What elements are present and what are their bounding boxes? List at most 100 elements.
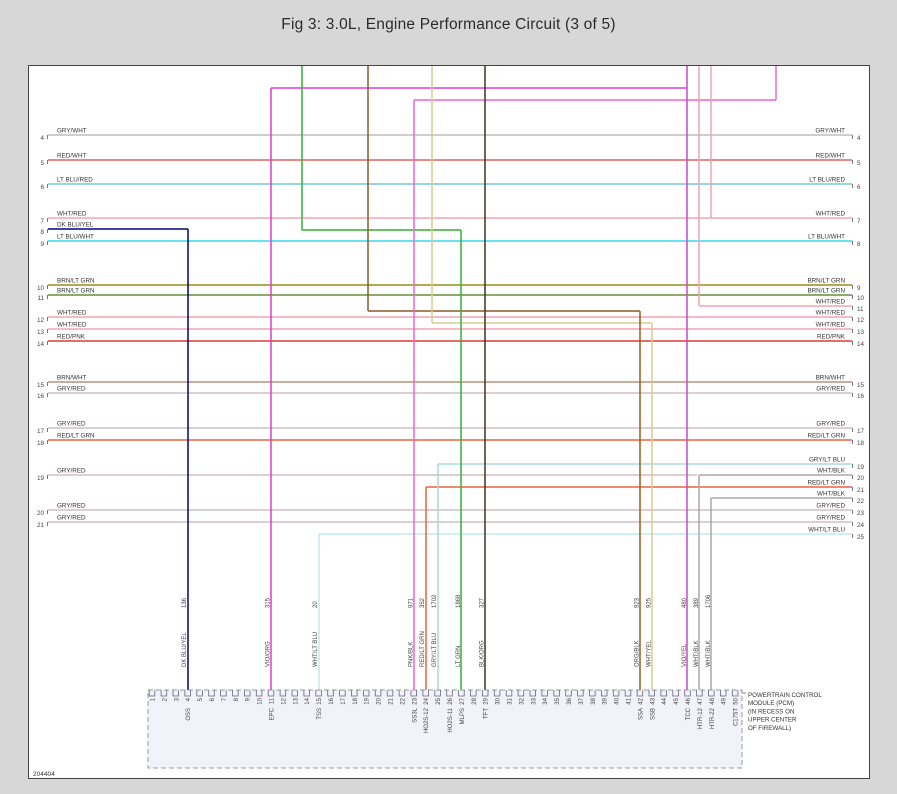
- right-pin-number: 7: [857, 218, 861, 225]
- connector-pin-number: 1: [151, 697, 157, 701]
- right-pin-number: 12: [857, 317, 865, 324]
- connector-pin-number: 12: [281, 697, 287, 704]
- connector-pin-function: OSS: [186, 708, 192, 721]
- wire-color-label: GRY/LT BLU: [809, 457, 845, 464]
- wire-color-label: RED/WHT: [816, 153, 846, 160]
- connector-pin-number: 42: [638, 697, 644, 704]
- connector-pin: [470, 690, 477, 697]
- wire-color-label: GRY/WHT: [815, 128, 845, 135]
- connector-pin: [446, 690, 453, 697]
- right-pin-number: 23: [857, 510, 865, 517]
- wire-color-label: WHT/BLK: [817, 491, 846, 498]
- connector-pin-function: SSA: [638, 708, 644, 720]
- wire-color-label: WHT/RED: [816, 211, 846, 218]
- connector-pin-number: 16: [329, 697, 335, 704]
- wire-color-label: BRN/LT GRN: [807, 288, 845, 295]
- wire-color-label: GRY/RED: [816, 421, 845, 428]
- connector-pin-function: TSS: [317, 708, 323, 720]
- right-pin-number: 20: [857, 475, 865, 482]
- connector-pin-number: 3: [174, 697, 180, 701]
- circuit-color-label: WHT/BLK: [694, 640, 700, 667]
- left-pin-number: 16: [37, 393, 45, 400]
- connector-pin-number: 49: [722, 697, 728, 704]
- connector-pin: [684, 690, 691, 697]
- connector-pin-number: 48: [710, 697, 716, 704]
- connector-pin-number: 2: [162, 697, 168, 701]
- left-pin-number: 13: [37, 329, 45, 336]
- wire-color-label: BRN/LT GRN: [807, 278, 845, 285]
- connector-pin: [517, 690, 525, 697]
- connector-pin: [255, 690, 263, 697]
- circuit-number: 136: [182, 597, 188, 608]
- connector-pin-function: TCC: [686, 707, 692, 720]
- left-pin-number: 6: [40, 184, 44, 191]
- left-pin-number: 9: [40, 241, 44, 248]
- wire-color-label: WHT/LT BLU: [808, 527, 845, 534]
- circuit-color-label: LT GRN: [456, 646, 462, 667]
- circuit-color-label: WHT/YEL: [646, 640, 652, 667]
- connector-pin-function: SSB: [650, 708, 656, 720]
- connector-pin-number: 44: [662, 697, 668, 704]
- connector-pin: [434, 690, 441, 697]
- connector-pin-number: 27: [460, 697, 466, 704]
- connector-pin-number: 30: [496, 697, 502, 704]
- right-pin-number: 25: [857, 534, 865, 541]
- wire-color-label: LT BLU/RED: [57, 177, 93, 184]
- circuit-number: 923: [634, 597, 640, 608]
- connector-pin-number: 15: [317, 697, 323, 704]
- connector-pin-number: 50: [734, 697, 740, 704]
- connector-pin-number: 11: [270, 697, 276, 704]
- connector-pin: [160, 690, 168, 697]
- left-pin-number: 20: [37, 510, 45, 517]
- connector-pin-number: 13: [293, 697, 299, 704]
- circuit-number: 1868: [456, 594, 462, 608]
- connector-pin-number: 4: [186, 697, 192, 701]
- wire-color-label: RED/WHT: [57, 153, 87, 160]
- connector-pin-function: EPC: [270, 707, 276, 720]
- connector-pin: [577, 690, 584, 697]
- connector-pin: [696, 690, 703, 697]
- connector-pin: [232, 690, 239, 697]
- connector-pin: [315, 690, 322, 697]
- left-pin-number: 11: [37, 295, 44, 302]
- figure-title: Fig 3: 3.0L, Engine Performance Circuit …: [281, 16, 616, 33]
- figure-code: 204404: [33, 771, 55, 778]
- wire-color-label: WHT/RED: [816, 299, 846, 306]
- connector-pin-number: 26: [448, 697, 454, 704]
- wire-color-label: GRY/RED: [57, 503, 86, 510]
- connector-pin-number: 47: [698, 697, 704, 704]
- connector-pin-number: 33: [531, 697, 537, 704]
- wire-color-label: LT BLU/WHT: [808, 234, 845, 241]
- circuit-color-label: WHT/LT BLU: [313, 632, 319, 667]
- connector-pin-function: HO2S-12: [424, 707, 430, 733]
- circuit-number: 480: [682, 597, 688, 608]
- circuit-color-label: BLK/ORG: [480, 640, 486, 667]
- connector-pin-number: 9: [246, 697, 252, 701]
- left-pin-number: 17: [37, 428, 45, 435]
- right-pin-number: 17: [857, 428, 865, 435]
- connector-pin-number: 10: [258, 697, 264, 704]
- right-pin-number: 21: [857, 487, 865, 494]
- connector-pin: [148, 690, 156, 697]
- connector-pin-number: 37: [579, 697, 585, 704]
- connector-pin-function: HTR-12: [698, 707, 704, 729]
- connector-pin-number: 5: [198, 697, 204, 701]
- wire-color-label: WHT/RED: [57, 310, 87, 317]
- circuit-number: 971: [408, 597, 414, 608]
- wire-color-label: GRY/WHT: [57, 128, 87, 135]
- circuit-color-label: WHT/BLK: [706, 640, 712, 667]
- right-pin-number: 10: [857, 295, 865, 302]
- connector-pin: [196, 690, 203, 697]
- connector-pin: [422, 690, 429, 697]
- connector-pin: [267, 690, 275, 697]
- circuit-number: 352: [420, 597, 426, 608]
- circuit-color-label: DK BLU/YEL: [182, 632, 188, 667]
- circuit-number: 1702: [432, 594, 438, 608]
- wire-color-label: DK BLU/YEL: [57, 222, 94, 229]
- connector-pin: [482, 690, 489, 697]
- connector-pin: [184, 690, 191, 697]
- connector-pin-number: 19: [365, 697, 371, 704]
- connector-pin-function: MLPS: [460, 708, 466, 724]
- left-pin-number: 7: [40, 218, 44, 225]
- wire-color-label: WHT/RED: [816, 322, 846, 329]
